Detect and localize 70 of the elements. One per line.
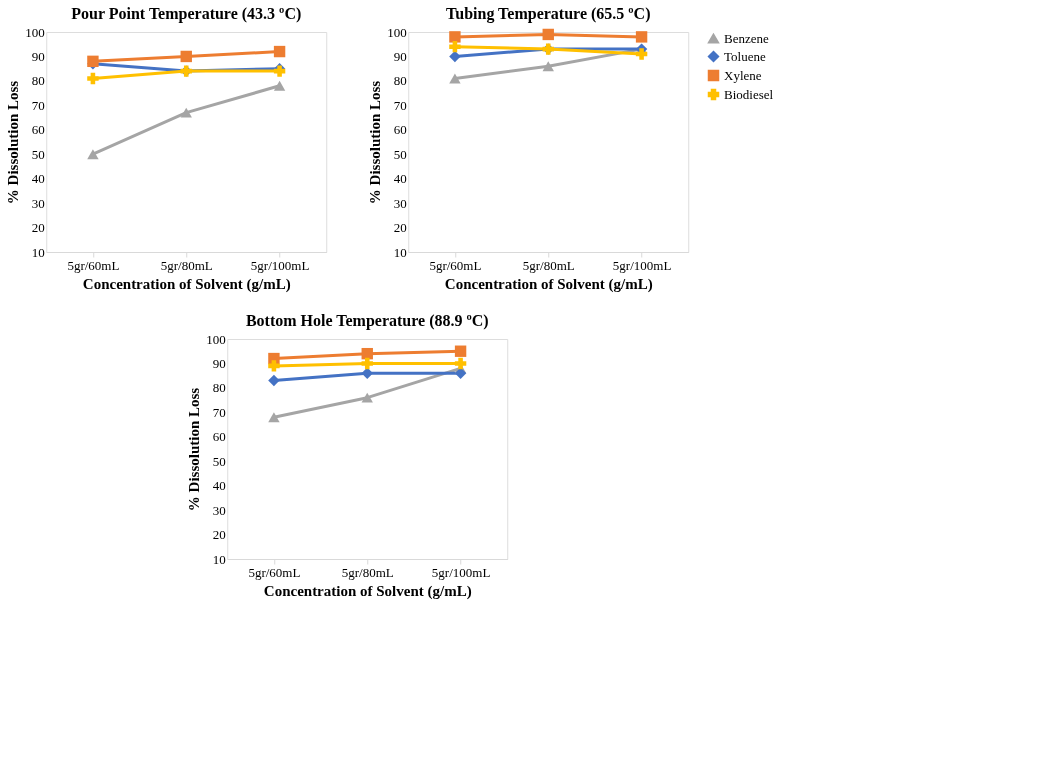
point — [87, 72, 99, 85]
y-tick-label: 20 — [212, 527, 226, 543]
legend-label: Xylene — [724, 67, 762, 83]
y-tick-label: 100 — [25, 24, 45, 40]
point — [268, 412, 280, 423]
x-tick-label: 5gr/100mL — [250, 257, 310, 273]
y-tick-label: 70 — [212, 404, 226, 420]
y-tick-label: 40 — [31, 171, 45, 187]
chart-title: Pour Point Temperature (43.3 ºC) — [71, 5, 302, 23]
y-tick-label: 90 — [31, 48, 45, 64]
y-tick-label: 10 — [393, 244, 407, 260]
x-tick-label: 5gr/60mL — [429, 257, 482, 273]
y-tick-label: 50 — [31, 146, 45, 162]
x-tick-label: 5gr/60mL — [248, 564, 301, 580]
legend-label: Toluene — [724, 48, 766, 64]
chart-title: Tubing Temperature (65.5 ºC) — [446, 5, 651, 23]
x-tick-label: 5gr/80mL — [522, 257, 575, 273]
point — [180, 50, 192, 63]
point — [449, 40, 461, 53]
y-tick-label: 10 — [31, 244, 45, 260]
y-tick-label: 70 — [31, 97, 45, 113]
x-axis-title: Concentration of Solvent (g/mL) — [82, 275, 291, 293]
y-tick-label: 50 — [393, 146, 407, 162]
y-tick-label: 10 — [212, 551, 226, 567]
y-tick-label: 90 — [393, 48, 407, 64]
point — [268, 360, 280, 372]
y-tick-label: 80 — [212, 380, 226, 396]
legend-label: Biodiesel — [724, 86, 774, 102]
point — [454, 345, 467, 357]
legend-label: Benzene — [724, 30, 769, 46]
x-axis-title: Concentration of Solvent (g/mL) — [444, 275, 653, 293]
point — [273, 45, 286, 58]
y-tick-label: 40 — [393, 171, 407, 187]
x-tick-label: 5gr/100mL — [431, 564, 491, 580]
point — [268, 374, 280, 387]
point — [361, 392, 373, 403]
point — [361, 357, 373, 370]
y-axis-title: % Dissolution Loss — [186, 387, 203, 512]
x-tick-label: 5gr/80mL — [160, 257, 213, 273]
y-tick-label: 20 — [393, 220, 407, 236]
point — [180, 107, 192, 118]
y-tick-label: 100 — [387, 24, 407, 40]
y-tick-label: 40 — [212, 478, 226, 494]
point — [542, 28, 554, 41]
y-tick-label: 80 — [393, 73, 407, 89]
x-tick-label: 5gr/60mL — [67, 257, 120, 273]
y-tick-label: 60 — [393, 122, 407, 138]
y-tick-label: 30 — [393, 195, 407, 211]
y-tick-label: 50 — [212, 453, 226, 469]
chart-title: Bottom Hole Temperature (88.9 ºC) — [245, 312, 489, 330]
point — [449, 31, 461, 43]
y-tick-label: 30 — [212, 502, 226, 518]
point — [87, 149, 99, 160]
y-tick-label: 90 — [212, 355, 226, 371]
y-tick-label: 100 — [206, 331, 226, 347]
y-tick-label: 80 — [31, 73, 45, 89]
y-tick-label: 60 — [212, 429, 226, 445]
y-tick-label: 30 — [31, 195, 45, 211]
y-axis-title: % Dissolution Loss — [367, 80, 384, 205]
point — [273, 80, 286, 91]
x-tick-label: 5gr/80mL — [341, 564, 394, 580]
point — [635, 31, 648, 43]
y-tick-label: 20 — [31, 220, 45, 236]
point — [454, 357, 467, 370]
x-axis-title: Concentration of Solvent (g/mL) — [263, 582, 472, 600]
y-tick-label: 60 — [31, 122, 45, 138]
point — [635, 48, 648, 60]
y-tick-label: 70 — [393, 97, 407, 113]
y-axis-title: % Dissolution Loss — [5, 80, 22, 205]
x-tick-label: 5gr/100mL — [612, 257, 672, 273]
